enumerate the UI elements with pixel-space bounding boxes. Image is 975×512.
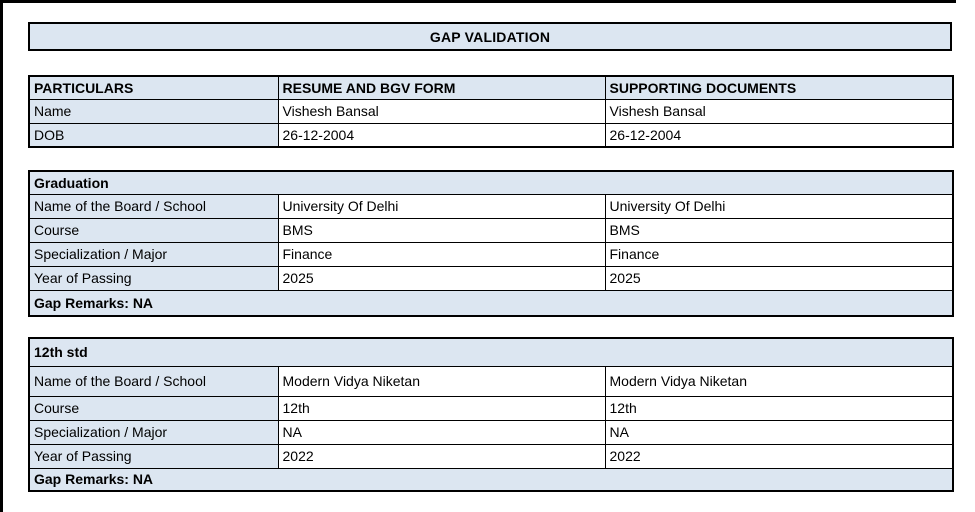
specialization-resume-value: Finance xyxy=(277,241,606,267)
left-frame-line xyxy=(0,0,3,512)
table-row: Course BMS BMS xyxy=(28,217,954,243)
gap-remarks-graduation: Gap Remarks: NA xyxy=(28,289,954,317)
document-title: GAP VALIDATION xyxy=(28,22,952,51)
twelfth-std-section-table: 12th std Name of the Board / School Mode… xyxy=(28,337,955,492)
name-supporting-value: Vishesh Bansal xyxy=(604,98,954,124)
section-title-12th-std: 12th std xyxy=(28,337,954,367)
specialization-supporting-value: NA xyxy=(604,419,954,445)
board-school-resume-value: University Of Delhi xyxy=(277,193,606,219)
board-school-supporting-value: Modern Vidya Niketan xyxy=(604,365,954,397)
gap-remarks-12th-std: Gap Remarks: NA xyxy=(28,467,954,492)
row-label-year-of-passing: Year of Passing xyxy=(28,265,279,291)
course-resume-value: BMS xyxy=(277,217,606,243)
row-label-dob: DOB xyxy=(28,122,279,148)
row-label-specialization: Specialization / Major xyxy=(28,241,279,267)
row-label-specialization: Specialization / Major xyxy=(28,419,279,445)
section-header-row: Graduation xyxy=(28,170,954,195)
column-header-resume-bgv: RESUME AND BGV FORM xyxy=(277,75,606,100)
top-frame-line xyxy=(0,0,956,3)
table-row: Specialization / Major NA NA xyxy=(28,419,954,445)
row-label-course: Course xyxy=(28,217,279,243)
year-resume-value: 2025 xyxy=(277,265,606,291)
section-title-graduation: Graduation xyxy=(28,170,954,195)
column-header-particulars: PARTICULARS xyxy=(28,75,279,100)
course-supporting-value: 12th xyxy=(604,395,954,421)
dob-supporting-value: 26-12-2004 xyxy=(604,122,954,148)
row-label-course: Course xyxy=(28,395,279,421)
board-school-supporting-value: University Of Delhi xyxy=(604,193,954,219)
table-row: Course 12th 12th xyxy=(28,395,954,421)
table-row: Name of the Board / School University Of… xyxy=(28,193,954,219)
table-row: Year of Passing 2025 2025 xyxy=(28,265,954,291)
board-school-resume-value: Modern Vidya Niketan xyxy=(277,365,606,397)
column-header-supporting-docs: SUPPORTING DOCUMENTS xyxy=(604,75,954,100)
year-supporting-value: 2025 xyxy=(604,265,954,291)
name-resume-value: Vishesh Bansal xyxy=(277,98,606,124)
table-row: Name Vishesh Bansal Vishesh Bansal xyxy=(28,98,954,124)
specialization-supporting-value: Finance xyxy=(604,241,954,267)
personal-info-table: PARTICULARS RESUME AND BGV FORM SUPPORTI… xyxy=(28,75,954,148)
section-header-row: 12th std xyxy=(28,337,954,367)
graduation-section-table: Graduation Name of the Board / School Un… xyxy=(28,170,954,317)
course-resume-value: 12th xyxy=(277,395,606,421)
year-supporting-value: 2022 xyxy=(604,443,954,469)
row-label-name: Name xyxy=(28,98,279,124)
table-header-row: PARTICULARS RESUME AND BGV FORM SUPPORTI… xyxy=(28,75,954,100)
row-label-board-school: Name of the Board / School xyxy=(28,365,279,397)
table-row: Specialization / Major Finance Finance xyxy=(28,241,954,267)
dob-resume-value: 26-12-2004 xyxy=(277,122,606,148)
gap-remarks-row: Gap Remarks: NA xyxy=(28,467,954,492)
year-resume-value: 2022 xyxy=(277,443,606,469)
table-row: Name of the Board / School Modern Vidya … xyxy=(28,365,954,397)
gap-remarks-row: Gap Remarks: NA xyxy=(28,289,954,317)
row-label-year-of-passing: Year of Passing xyxy=(28,443,279,469)
course-supporting-value: BMS xyxy=(604,217,954,243)
row-label-board-school: Name of the Board / School xyxy=(28,193,279,219)
table-row: DOB 26-12-2004 26-12-2004 xyxy=(28,122,954,148)
specialization-resume-value: NA xyxy=(277,419,606,445)
table-row: Year of Passing 2022 2022 xyxy=(28,443,954,469)
